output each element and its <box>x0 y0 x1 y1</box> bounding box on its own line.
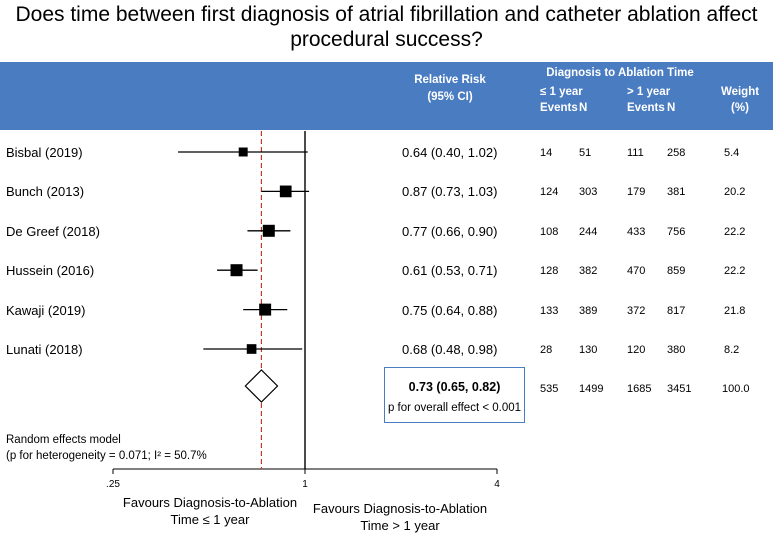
cell-weight: 22.2 <box>724 226 746 238</box>
cell-le-events: 14 <box>540 147 553 159</box>
header-diagnosis-time: Diagnosis to Ablation Time <box>546 67 694 79</box>
pooled-diamond <box>244 369 279 403</box>
cell-gt-events: 372 <box>627 305 646 317</box>
pooled-gt-n: 3451 <box>667 383 692 395</box>
x-axis-tick-label: .25 <box>106 479 120 490</box>
effect-marker <box>238 147 248 157</box>
cell-le-events: 128 <box>540 265 559 277</box>
cell-le-n: 382 <box>579 265 598 277</box>
cell-weight: 22.2 <box>724 265 746 277</box>
cell-gt-n: 756 <box>667 226 686 238</box>
header-le1-events: Events <box>540 102 578 114</box>
header-weight: Weight <box>720 86 760 98</box>
study-rr-text: 0.87 (0.73, 1.03) <box>402 184 498 199</box>
study-label: De Greef (2018) <box>6 224 100 239</box>
cell-gt-n: 381 <box>667 186 686 198</box>
cell-gt-events: 433 <box>627 226 646 238</box>
study-label: Hussein (2016) <box>6 263 95 278</box>
header-le1-n: N <box>579 102 588 114</box>
pooled-p-value: p for overall effect < 0.001 <box>387 402 522 414</box>
favours-left-label: Favours Diagnosis-to-Ablation Time ≤ 1 y… <box>110 494 310 528</box>
study-rr-text: 0.68 (0.48, 0.98) <box>402 342 498 357</box>
header-gt1-year: > 1 year <box>627 86 671 98</box>
favours-left-line1: Favours Diagnosis-to-Ablation <box>122 495 298 510</box>
study-rr-text: 0.77 (0.66, 0.90) <box>402 224 498 239</box>
cell-gt-n: 817 <box>667 305 686 317</box>
study-rr-text: 0.64 (0.40, 1.02) <box>402 145 498 160</box>
header-rr-label: Relative Risk <box>414 74 486 86</box>
header-band <box>0 62 773 130</box>
cell-gt-n: 380 <box>667 344 686 356</box>
study-rr-text: 0.75 (0.64, 0.88) <box>402 303 498 318</box>
header-weight-unit: (%) <box>731 102 749 114</box>
study-label: Kawaji (2019) <box>6 303 86 318</box>
pooled-le-n: 1499 <box>579 383 604 395</box>
cell-le-events: 108 <box>540 226 559 238</box>
cell-le-n: 303 <box>579 186 598 198</box>
effect-marker <box>262 224 275 237</box>
cell-gt-events: 111 <box>627 147 644 159</box>
study-label: Bunch (2013) <box>6 184 85 199</box>
pooled-weight: 100.0 <box>722 383 750 395</box>
cell-weight: 5.4 <box>724 147 740 159</box>
cell-gt-events: 179 <box>627 186 646 198</box>
cell-weight: 8.2 <box>724 344 740 356</box>
x-axis-tick-label: 1 <box>302 479 308 490</box>
cell-gt-n: 258 <box>667 147 686 159</box>
pooled-gt-events: 1685 <box>627 383 652 395</box>
chart-title-line2: procedural success? <box>290 28 483 51</box>
study-rr-text: 0.61 (0.53, 0.71) <box>402 263 498 278</box>
model-note: Random effects model <box>6 434 121 446</box>
cell-le-n: 51 <box>579 147 592 159</box>
cell-le-events: 28 <box>540 344 553 356</box>
pooled-estimate-box <box>384 367 525 423</box>
effect-marker <box>279 185 292 198</box>
effect-marker <box>230 264 243 277</box>
header-rr-ci-label: (95% CI) <box>427 91 473 103</box>
cell-weight: 21.8 <box>724 305 746 317</box>
cell-gt-events: 470 <box>627 265 646 277</box>
cell-gt-events: 120 <box>627 344 646 356</box>
cell-weight: 20.2 <box>724 186 746 198</box>
header-le1-year: ≤ 1 year <box>540 86 583 98</box>
cell-le-events: 124 <box>540 186 559 198</box>
header-gt1-events: Events <box>627 102 665 114</box>
effect-marker <box>246 344 257 354</box>
cell-gt-n: 859 <box>667 265 686 277</box>
study-label: Bisbal (2019) <box>6 145 83 160</box>
effect-marker <box>259 303 272 316</box>
chart-title-line1: Does time between first diagnosis of atr… <box>15 3 758 26</box>
pooled-rr-text: 0.73 (0.65, 0.82) <box>408 380 501 394</box>
study-label: Lunati (2018) <box>6 342 83 357</box>
favours-left-line2: Time ≤ 1 year <box>170 512 250 527</box>
cell-le-n: 389 <box>579 305 598 317</box>
cell-le-n: 244 <box>579 226 598 238</box>
heterogeneity-note: (p for heterogeneity = 0.071; I² = 50.7% <box>6 450 207 462</box>
favours-right-line1: Favours Diagnosis-to-Ablation <box>312 501 488 516</box>
cell-le-n: 130 <box>579 344 598 356</box>
pooled-le-events: 535 <box>540 383 559 395</box>
cell-le-events: 133 <box>540 305 559 317</box>
header-gt1-n: N <box>667 102 676 114</box>
x-axis-tick-label: 4 <box>494 479 500 490</box>
